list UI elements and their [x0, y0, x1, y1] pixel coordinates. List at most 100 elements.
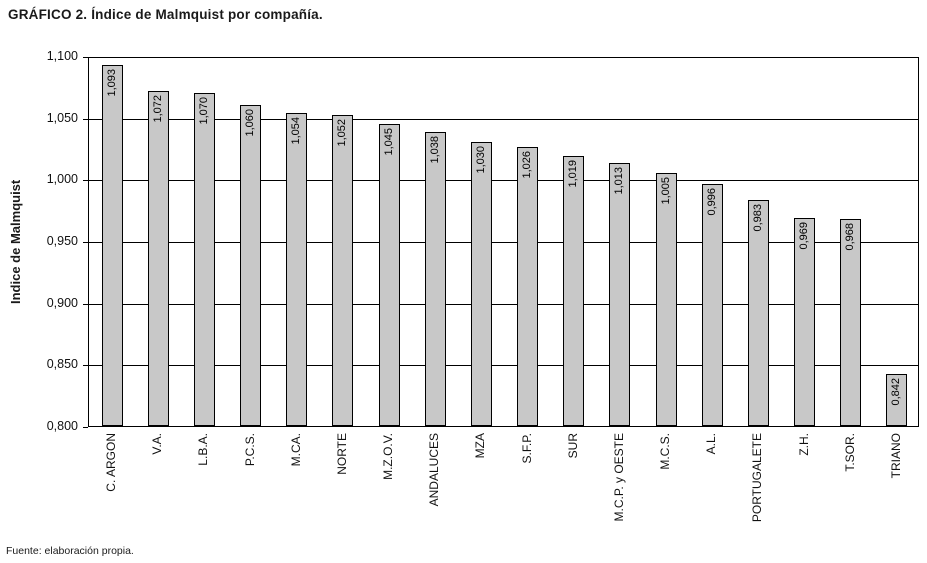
x-category-label: A.L. [688, 433, 734, 551]
y-tick-label: 1,100 [46, 49, 78, 63]
bar-value-text: 1,052 [336, 119, 348, 147]
bar-value-label: 1,054 [287, 117, 306, 145]
y-tick-mark [83, 180, 88, 181]
y-tick-label: 0,900 [46, 296, 78, 310]
x-category-text: Z.H. [797, 433, 811, 456]
bar-value-text: 1,072 [152, 95, 164, 123]
y-tick-mark [83, 365, 88, 366]
bar-value-label: 1,019 [564, 160, 583, 188]
x-category-label: L.B.A. [180, 433, 226, 551]
x-category-label: C. ARGON [88, 433, 134, 551]
bar-value-label: 0,983 [749, 204, 768, 232]
bar-value-text: 0,983 [752, 204, 764, 232]
bar-value-text: 1,019 [567, 160, 579, 188]
x-category-label: ANDALUCES [411, 433, 457, 551]
x-category-text: SUR [566, 433, 580, 459]
bar-value-text: 0,996 [706, 188, 718, 216]
x-category-text: MZA [473, 433, 487, 459]
bar: 1,093 [102, 65, 123, 426]
y-tick-label: 1,000 [46, 172, 78, 186]
source-note: Fuente: elaboración propia. [6, 545, 134, 557]
y-tick-label: 0,850 [46, 357, 78, 371]
x-category-label: M.C.S. [642, 433, 688, 551]
bar-value-text: 1,030 [475, 146, 487, 174]
bar: 1,070 [194, 93, 215, 426]
gridline [89, 180, 918, 181]
y-tick-mark [83, 304, 88, 305]
gridline [89, 304, 918, 305]
bar-value-label: 1,052 [333, 119, 352, 147]
bar: 0,968 [840, 219, 861, 426]
gridline [89, 119, 918, 120]
x-category-text: M.C.P. y OESTE [612, 433, 626, 522]
bar: 1,054 [286, 113, 307, 426]
bar-value-text: 0,842 [890, 378, 902, 406]
y-tick-mark [83, 119, 88, 120]
bar-value-text: 1,026 [521, 151, 533, 179]
bar: 1,013 [609, 163, 630, 426]
bar-value-label: 1,005 [657, 177, 676, 205]
bar-value-label: 0,996 [703, 188, 722, 216]
bar-value-text: 1,054 [290, 117, 302, 145]
x-category-text: C. ARGON [104, 433, 118, 492]
bar-value-label: 1,070 [195, 97, 214, 125]
x-category-text: T.SOR. [843, 433, 857, 472]
bar-value-label: 0,968 [841, 223, 860, 251]
bar-value-label: 1,093 [103, 69, 122, 97]
bar-value-text: 1,005 [660, 177, 672, 205]
bar-value-text: 1,070 [198, 97, 210, 125]
bar: 1,060 [240, 105, 261, 426]
bar: 0,969 [794, 218, 815, 426]
bar: 1,052 [332, 115, 353, 426]
x-category-text: ANDALUCES [427, 433, 441, 507]
bar-value-label: 1,013 [610, 167, 629, 195]
y-tick-mark [83, 57, 88, 58]
bar: 1,019 [563, 156, 584, 426]
x-category-label: M.CA. [273, 433, 319, 551]
chart-title: GRÁFICO 2. Índice de Malmquist por compa… [8, 7, 323, 22]
bar-value-label: 1,038 [426, 136, 445, 164]
bar-value-text: 1,038 [429, 136, 441, 164]
bar: 1,045 [379, 124, 400, 426]
x-category-text: M.CA. [289, 433, 303, 467]
bar-value-text: 0,968 [844, 223, 856, 251]
x-category-text: PORTUGALETE [750, 433, 764, 523]
x-category-label: PORTUGALETE [734, 433, 780, 551]
y-tick-mark [83, 242, 88, 243]
bar-value-label: 0,969 [795, 222, 814, 250]
x-category-label: Z.H. [781, 433, 827, 551]
gridline [89, 242, 918, 243]
x-category-label: TRIANO [873, 433, 919, 551]
gridline [89, 365, 918, 366]
plot-area: 1,093 1,072 1,070 1,060 1,054 1,052 1,045 1,038… [88, 57, 919, 427]
bar-value-text: 1,060 [244, 109, 256, 137]
bar-value-label: 1,060 [241, 109, 260, 137]
x-category-text: L.B.A. [196, 433, 210, 466]
x-category-label: P.C.S. [227, 433, 273, 551]
x-category-text: M.Z.O.V. [381, 433, 395, 480]
y-tick-mark [83, 427, 88, 428]
bar: 1,030 [471, 142, 492, 426]
x-category-label: S.F.P. [504, 433, 550, 551]
x-category-label: M.C.P. y OESTE [596, 433, 642, 551]
x-category-label: M.Z.O.V. [365, 433, 411, 551]
x-category-text: P.C.S. [243, 433, 257, 467]
x-category-label: MZA [457, 433, 503, 551]
bar-value-text: 1,013 [613, 167, 625, 195]
y-tick-label: 0,950 [46, 234, 78, 248]
bar-value-label: 1,045 [380, 128, 399, 156]
bar: 0,996 [702, 184, 723, 426]
bar-value-label: 1,030 [472, 146, 491, 174]
y-tick-label: 0,800 [46, 419, 78, 433]
bar-value-label: 1,026 [518, 151, 537, 179]
bar: 1,005 [656, 173, 677, 426]
x-category-text: TRIANO [889, 433, 903, 479]
x-category-text: NORTE [335, 433, 349, 475]
bar: 1,038 [425, 132, 446, 426]
x-category-label: SUR [550, 433, 596, 551]
x-category-text: A.L. [704, 433, 718, 455]
x-category-label: NORTE [319, 433, 365, 551]
x-category-label: T.SOR. [827, 433, 873, 551]
bar: 0,983 [748, 200, 769, 426]
